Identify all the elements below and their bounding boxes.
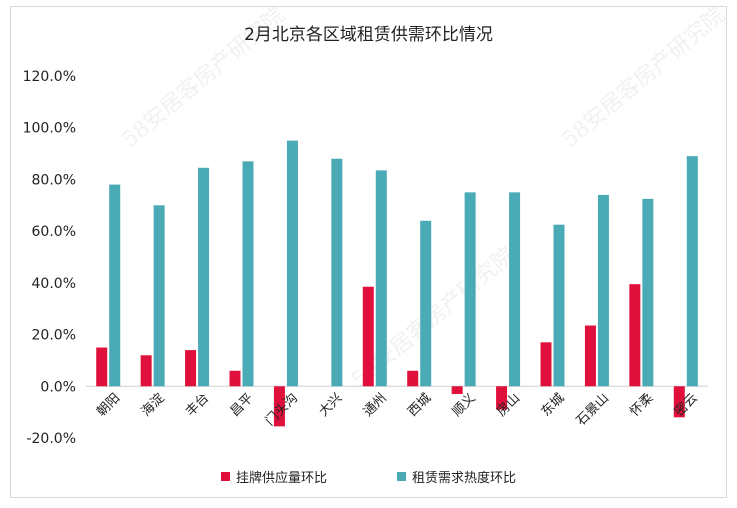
bar-demand — [375, 170, 387, 387]
bar-supply — [229, 370, 241, 387]
chart-title: 2月北京各区域租赁供需环比情况 — [244, 25, 493, 45]
y-tick-label: 120.0% — [23, 69, 76, 85]
bar-demand — [464, 192, 476, 387]
legend-item-demand: 租赁需求热度环比 — [397, 467, 516, 486]
x-tick-label: 西城 — [405, 391, 434, 420]
legend-label-demand: 租赁需求热度环比 — [412, 470, 517, 486]
x-tick-label: 怀柔 — [627, 391, 656, 420]
x-tick-label: 顺义 — [450, 391, 479, 420]
legend: 挂牌供应量环比 租赁需求热度环比 — [0, 466, 737, 486]
bar-demand — [331, 158, 343, 387]
y-tick-label: 80.0% — [32, 172, 76, 188]
bar-demand — [686, 156, 698, 387]
bar-supply — [629, 284, 641, 387]
y-tick-label: 100.0% — [23, 121, 76, 137]
bar-supply — [451, 386, 463, 395]
y-tick-label: 20.0% — [32, 328, 76, 344]
bar-demand — [286, 140, 298, 387]
x-tick-label: 通州 — [361, 391, 390, 420]
bar-supply — [362, 286, 374, 387]
bar-demand — [153, 205, 165, 387]
bar-demand — [198, 167, 210, 387]
bar-supply — [140, 355, 152, 387]
x-tick-label: 丰台 — [183, 391, 212, 420]
bar-supply — [407, 370, 419, 387]
bar-supply — [673, 386, 685, 418]
bar-demand — [553, 224, 565, 387]
x-tick-label: 东城 — [539, 391, 568, 420]
bar-supply — [496, 386, 508, 410]
x-tick-label: 昌平 — [228, 391, 257, 420]
bar-demand — [109, 184, 121, 387]
x-tick-label: 大兴 — [316, 391, 345, 420]
y-tick-label: 60.0% — [32, 224, 76, 240]
bar-supply — [96, 347, 108, 387]
bar-supply — [273, 386, 285, 427]
bar-demand — [242, 161, 254, 387]
y-tick-label: 0.0% — [40, 379, 76, 395]
bar-demand — [597, 194, 609, 387]
bar-supply — [584, 325, 596, 387]
bar-demand — [509, 192, 521, 387]
legend-swatch-demand — [397, 471, 406, 481]
x-tick-label: 石景山 — [574, 391, 612, 429]
x-tick-label: 海淀 — [139, 391, 168, 420]
y-tick-label: -20.0% — [26, 431, 76, 447]
bar-supply — [540, 342, 552, 387]
legend-item-supply: 挂牌供应量环比 — [220, 467, 327, 486]
legend-label-supply: 挂牌供应量环比 — [235, 470, 327, 486]
y-tick-label: 40.0% — [32, 276, 76, 292]
x-tick-label: 朝阳 — [94, 391, 123, 420]
bar-supply — [185, 350, 197, 387]
bar-demand — [420, 220, 432, 387]
legend-swatch-supply — [220, 471, 230, 481]
bar-demand — [642, 198, 654, 387]
